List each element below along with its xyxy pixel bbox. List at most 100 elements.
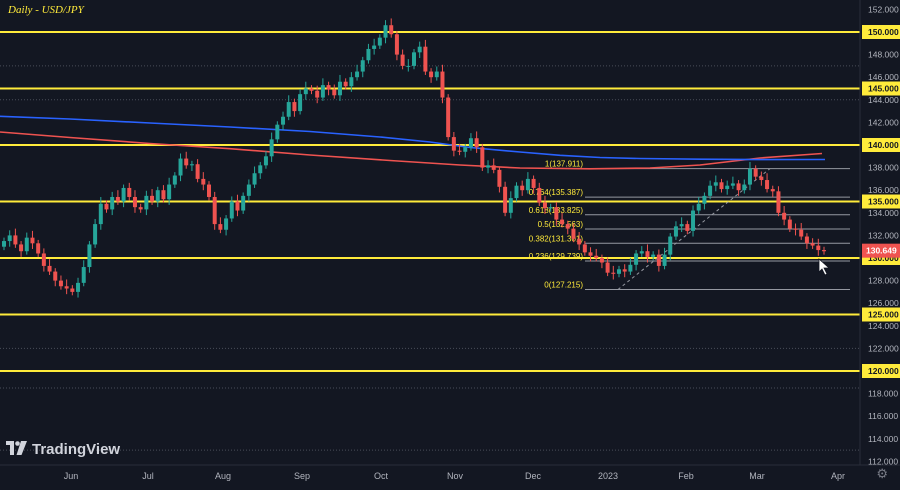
candle-body-39 (224, 218, 229, 230)
candle-body-2 (13, 235, 18, 245)
candle-body-85 (486, 165, 491, 168)
time-tick-label-8: Feb (678, 471, 694, 481)
candle-body-76 (434, 71, 439, 78)
price-tick-label-20: 118.000 (868, 389, 898, 399)
candle-body-103 (588, 252, 593, 256)
candle-body-120 (685, 224, 690, 231)
candle-body-100 (571, 228, 576, 239)
time-tick-label-1: Jul (142, 471, 154, 481)
gear-icon[interactable]: ⚙ (876, 466, 888, 481)
candle-body-67 (383, 25, 388, 38)
candle-body-29 (167, 184, 172, 200)
fib-level-label-1: 0.764(135.387) (529, 188, 584, 197)
candle-body-52 (298, 94, 303, 112)
candle-body-109 (622, 269, 627, 272)
price-level-badge-19 (862, 364, 900, 378)
candle-body-46 (263, 156, 268, 166)
candle-body-66 (377, 37, 382, 46)
candle-body-60 (343, 81, 348, 87)
candle-body-41 (235, 201, 240, 211)
candle-body-11 (64, 286, 69, 289)
candle-body-5 (30, 237, 35, 244)
price-level-badge-7 (862, 138, 900, 152)
candle-body-86 (491, 165, 496, 170)
candle-body-131 (747, 168, 752, 185)
candle-body-28 (161, 190, 166, 200)
tradingview-logo[interactable]: TradingView (6, 441, 120, 458)
candle-body-124 (708, 185, 713, 196)
candle-body-8 (47, 265, 52, 272)
candle-body-106 (605, 262, 610, 273)
candle-body-44 (252, 173, 257, 185)
candle-body-12 (70, 288, 75, 292)
price-tick-label-13: 130.000 (868, 253, 899, 263)
grid-lines (0, 65, 860, 451)
price-tick-label-3: 146.000 (868, 72, 899, 82)
candle-body-53 (303, 88, 308, 95)
candle-body-126 (719, 182, 724, 190)
last-price-badge (862, 243, 900, 258)
time-axis[interactable]: Jun Jul Aug Sep Oct Nov Dec 2023 Feb Mar Apr (64, 471, 845, 481)
candle-body-30 (172, 175, 177, 185)
price-axis[interactable]: 152.000 150.000 148.000 146.000 145.000144.0… (862, 4, 900, 466)
time-tick-label-0: Jun (64, 471, 79, 481)
candle-body-10 (58, 280, 63, 287)
candle-body-54 (309, 88, 314, 91)
price-tick-label-18: 122.000 (868, 343, 899, 353)
price-tick-label-21: 116.000 (868, 411, 898, 421)
moving-average-red (0, 131, 823, 170)
moving-averages (0, 115, 826, 170)
time-tick-label-4: Oct (374, 471, 389, 481)
candle-body-3 (19, 244, 24, 252)
candle-body-136 (776, 191, 781, 213)
time-tick-label-10: Apr (831, 471, 845, 481)
candle-body-1 (7, 235, 12, 242)
candle-body-27 (155, 190, 160, 202)
candle-body-101 (577, 238, 582, 245)
price-level-badge-4 (862, 81, 900, 96)
candle-body-13 (76, 282, 81, 292)
candle-body-50 (286, 102, 291, 117)
price-tick-label-23: 112.000 (868, 456, 898, 466)
candle-body-59 (337, 81, 342, 96)
moving-average-blue (0, 115, 826, 161)
candle-body-38 (218, 224, 223, 230)
candle-body-25 (144, 195, 149, 210)
candle-body-93 (531, 178, 536, 188)
candle-body-61 (349, 77, 354, 87)
candle-body-112 (639, 251, 644, 254)
candle-body-34 (195, 164, 200, 179)
price-level-badge-1 (862, 25, 900, 39)
candle-body-20 (115, 196, 120, 202)
price-tick-label-4: 145.000 (868, 84, 899, 94)
time-tick-label-3: Sep (294, 471, 310, 481)
price-tick-label-11: 134.000 (868, 208, 899, 218)
candle-body-73 (417, 46, 422, 53)
price-level-badge-16 (862, 307, 900, 322)
candle-body-135 (770, 189, 775, 192)
candle-body-78 (446, 97, 451, 138)
candle-body-143 (816, 245, 821, 251)
candle-body-48 (275, 124, 280, 140)
candle-body-142 (810, 243, 815, 246)
candle-body-97 (554, 207, 559, 220)
price-tick-label-2: 148.000 (868, 50, 899, 60)
price-tick-label-0: 152.000 (868, 4, 899, 14)
time-tick-label-9: Mar (749, 471, 765, 481)
candle-body-137 (782, 212, 787, 220)
price-tick-label-19: 120.000 (868, 366, 899, 376)
candle-body-18 (104, 203, 109, 210)
candle-body-87 (497, 169, 502, 187)
candle-body-63 (360, 60, 365, 72)
candle-body-117 (668, 236, 673, 255)
candle-body-130 (742, 184, 747, 191)
candle-body-21 (121, 187, 126, 202)
candle-body-24 (138, 207, 143, 210)
candle-body-40 (229, 201, 234, 219)
candle-body-128 (730, 183, 735, 186)
time-tick-label-5: Nov (447, 471, 464, 481)
logo-text: TradingView (32, 441, 121, 458)
